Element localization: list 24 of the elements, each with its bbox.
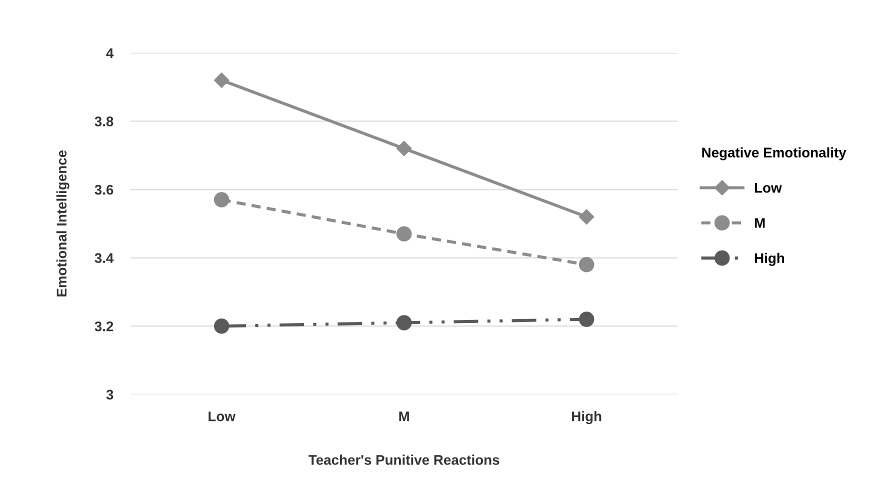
- point: [214, 318, 230, 334]
- y-axis-title: Emotional Intelligence: [56, 150, 70, 296]
- point: [396, 226, 412, 242]
- point: [214, 72, 230, 88]
- point: [396, 140, 412, 156]
- point: [396, 315, 412, 330]
- x-tick-label: Low: [208, 412, 236, 422]
- point: [579, 209, 594, 224]
- y-tick-label: 4: [106, 48, 114, 58]
- legend-label: M: [754, 218, 765, 228]
- y-tick-label: 3.4: [94, 253, 114, 264]
- y-tick-label: 3.8: [94, 116, 114, 126]
- legend-label: Low: [754, 183, 782, 193]
- x-axis-title: Teacher's Punitive Reactions: [308, 454, 500, 465]
- legend-label: High: [754, 252, 784, 266]
- point: [578, 312, 594, 327]
- point: [578, 257, 594, 272]
- x-tick-label: High: [572, 411, 602, 424]
- legend-title: Negative Emotionality: [702, 147, 846, 160]
- point: [214, 192, 230, 208]
- x-tick-label: M: [399, 412, 409, 422]
- y-tick-label: 3.2: [94, 321, 114, 332]
- y-tick-label: 3: [106, 390, 114, 400]
- y-tick-label: 3.6: [94, 184, 114, 195]
